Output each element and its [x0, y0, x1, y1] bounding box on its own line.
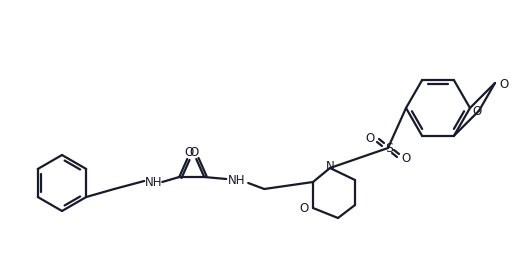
- Text: O: O: [190, 146, 199, 158]
- Text: O: O: [401, 151, 411, 165]
- Text: NH: NH: [228, 174, 245, 187]
- Text: O: O: [366, 132, 375, 145]
- Text: S: S: [385, 141, 393, 154]
- Text: NH: NH: [145, 177, 162, 189]
- Text: O: O: [185, 146, 194, 158]
- Text: O: O: [299, 202, 309, 215]
- Text: O: O: [499, 77, 509, 90]
- Text: O: O: [472, 105, 482, 118]
- Text: N: N: [326, 161, 335, 173]
